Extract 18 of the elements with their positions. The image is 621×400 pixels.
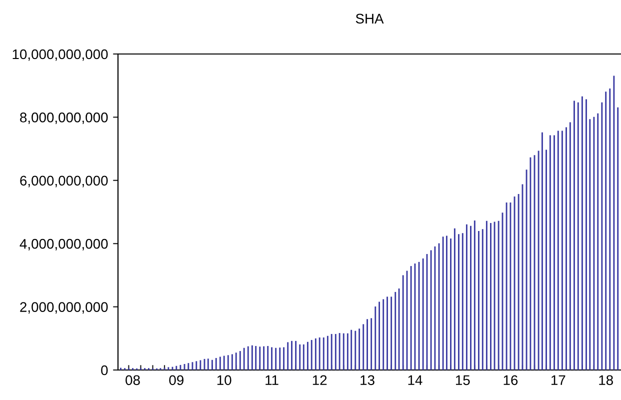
x-tick-label: 10 (217, 375, 232, 386)
y-tick-label: 4,000,000,000 (20, 238, 108, 250)
x-tick-label: 17 (551, 375, 566, 385)
y-tick-label: 2,000,000,000 (20, 302, 108, 314)
x-tick-label: 12 (312, 375, 327, 385)
x-tick-label: 18 (599, 375, 613, 386)
x-tick-label: 15 (456, 375, 470, 386)
x-tick-label: 11 (266, 375, 278, 385)
x-tick-label: 09 (169, 375, 184, 386)
x-tick-label: 08 (126, 375, 140, 386)
y-tick-label: 0 (101, 365, 108, 376)
x-tick-label: 16 (504, 375, 518, 386)
y-tick-label: 8,000,000,000 (20, 112, 108, 124)
y-tick-label: 6,000,000,000 (20, 176, 108, 188)
y-tick-label: 10,000,000,000 (12, 49, 108, 61)
chart-title: SHA (356, 14, 384, 24)
x-tick-label: 14 (408, 375, 422, 385)
x-tick-label: 13 (360, 375, 374, 386)
